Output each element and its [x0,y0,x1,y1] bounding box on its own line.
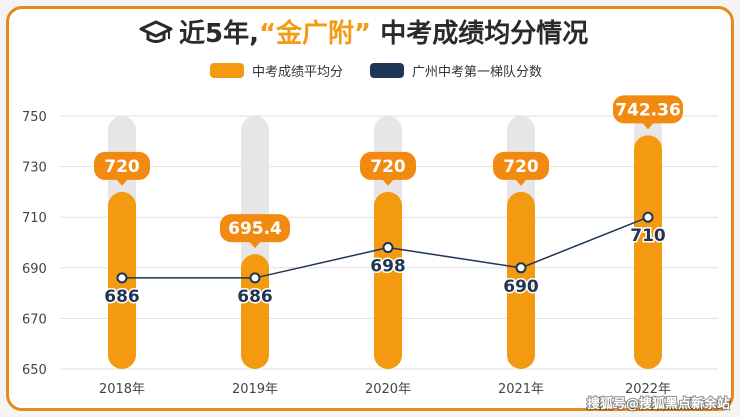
bar-value-label: 720 [503,157,539,177]
line-value-label: 710 [630,226,666,246]
legend-swatch-bar [210,63,244,78]
bar-value-label: 742.36 [615,100,681,120]
legend: 中考成绩平均分 广州中考第一梯队分数 [210,63,542,80]
line-value-label: 690 [503,277,539,297]
line-point [642,211,654,223]
bar-value-bubble [493,151,549,180]
x-tick-label: 2022年 [625,382,671,397]
watermark-text: 搜狐号@搜狐黑点新余站 [587,396,730,412]
legend-label-bar: 中考成绩平均分 [252,65,343,80]
line-point [249,272,261,284]
bar-value-bubble [613,95,683,124]
x-tick-label: 2021年 [498,382,544,397]
bar [374,191,402,369]
legend-label-line: 广州中考第一梯队分数 [412,65,542,80]
line-value-label: 698 [370,257,406,277]
line-point [382,242,394,254]
title-suffix: 中考成绩均分情况 [371,19,588,49]
y-tick-label: 690 [22,262,47,277]
y-tick-label: 750 [22,110,47,125]
title-highlight: “金广附” [259,18,371,49]
title-icon [139,20,173,43]
bubble-pointer [116,178,128,186]
bar [241,254,269,369]
bubble-pointer [515,178,527,186]
bubble-pointer [249,241,261,249]
line-point [116,272,128,284]
y-tick-label: 670 [22,312,47,327]
bar [507,191,535,369]
y-tick-label: 650 [22,363,47,378]
y-tick-label: 730 [22,161,47,176]
x-tick-label: 2020年 [365,382,411,397]
line-value-label: 686 [104,287,140,307]
bar-value-label: 695.4 [228,219,282,239]
y-tick-label: 710 [22,211,47,226]
bar [634,135,662,369]
bar-value-bubble [360,151,416,180]
bubble-pointer [642,122,654,130]
x-tick-label: 2019年 [232,382,278,397]
bar-value-label: 720 [370,157,406,177]
bar-value-bubble [94,151,150,180]
x-tick-label: 2018年 [99,382,145,397]
title-prefix: 近5年, [179,18,259,49]
legend-swatch-line [370,63,404,78]
bar-value-bubble [220,214,290,243]
line-point [515,262,527,274]
bar-value-label: 720 [104,157,140,177]
bubble-pointer [382,178,394,186]
line-value-label: 686 [237,287,273,307]
chart-title: 近5年,“金广附” 中考成绩均分情况 [179,18,588,49]
